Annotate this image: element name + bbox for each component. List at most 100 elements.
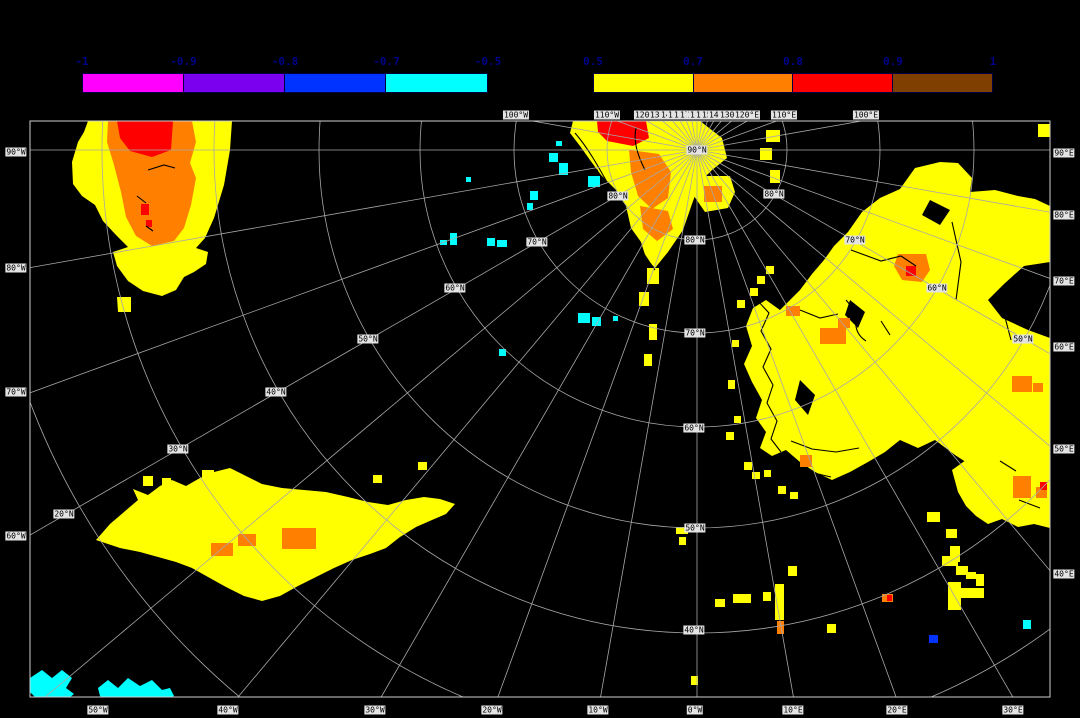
region-greenland-orange-2 <box>640 206 673 241</box>
orange-speck <box>1013 476 1031 498</box>
region-corner-cyan-1 <box>30 670 74 697</box>
meridian-line <box>696 149 1014 697</box>
graticule-label-top: 100°W <box>502 110 530 120</box>
region-canada-orange <box>107 121 196 246</box>
region-atlantic-yellow <box>96 468 455 601</box>
colorbar-tick-label: -0.5 <box>474 55 502 68</box>
graticule-label-interior: 80°N <box>607 191 629 201</box>
yellow-speck <box>734 416 741 423</box>
colorbar-segment <box>594 74 694 92</box>
graticule-label-interior: 70°N <box>684 328 706 338</box>
orange-speck <box>211 543 233 556</box>
yellow-speck <box>639 292 649 306</box>
meridian-line <box>696 149 794 697</box>
yellow-speck <box>750 288 758 296</box>
red-speck <box>887 595 892 601</box>
meridian-line <box>600 149 698 697</box>
yellow-speck <box>715 599 725 607</box>
yellow-speck <box>744 462 752 470</box>
orange-speck <box>820 328 846 344</box>
colorbar-segment <box>793 74 893 92</box>
graticule-label-bottom: 10°W <box>587 705 609 715</box>
graticule-label-top: 110°W <box>593 110 621 120</box>
yellow-speck <box>960 588 984 598</box>
colorbar-segment <box>892 74 992 92</box>
graticule-label-bottom: 20°W <box>481 705 503 715</box>
cyan-speck <box>497 240 507 247</box>
yellow-speck <box>418 462 427 470</box>
yellow-speck <box>728 380 735 389</box>
colorbar-tick-label: 0.8 <box>783 55 803 68</box>
colorbar-segment <box>386 74 487 92</box>
yellow-speck <box>976 574 984 586</box>
meridian-line <box>696 149 1050 279</box>
coastline <box>951 221 1012 341</box>
graticule-label-right: 90°E <box>1053 148 1075 158</box>
yellow-speck <box>679 537 686 545</box>
cyan-speck <box>559 163 568 175</box>
yellow-speck <box>950 546 960 562</box>
region-eurasia-yellow <box>744 162 1050 480</box>
colorbar-segment <box>184 74 285 92</box>
yellow-speck <box>1038 124 1050 137</box>
orange-speck <box>1036 487 1047 498</box>
cyan-speck <box>466 177 471 182</box>
graticule-label-left: 70°W <box>5 387 27 397</box>
cyan-speck <box>556 141 562 146</box>
colorbar-tick-label: -0.7 <box>373 55 400 68</box>
colorbar-negative-scale <box>82 73 488 93</box>
yellow-speck <box>649 324 657 340</box>
graticule-label-left: 60°W <box>5 531 27 541</box>
coastline <box>136 164 176 232</box>
meridian-line <box>237 149 698 697</box>
orange-speck <box>777 621 784 634</box>
region-greenland-orange-1 <box>629 150 671 209</box>
graticule-label-bottom: 10°E <box>782 705 804 715</box>
colorbar-tick-label: 1 <box>989 55 997 68</box>
colorbar-segment <box>285 74 386 92</box>
region-canada-yellow-speck <box>117 297 131 312</box>
graticule-label-top: 100°E <box>852 110 880 120</box>
graticule-label-left: 80°W <box>5 263 27 273</box>
meridian-line <box>696 149 1050 213</box>
colorbar-tick-label: 0.5 <box>583 55 603 68</box>
graticule-label-interior: 90°N <box>686 145 708 155</box>
coastline <box>799 309 839 319</box>
graticule-label-interior: 40°N <box>683 625 705 635</box>
region-black-sea-cluster-yellow <box>952 452 1050 528</box>
yellow-speck <box>143 476 153 486</box>
yellow-speck <box>956 566 968 575</box>
graticule-label-bottom: 0°W <box>686 705 704 715</box>
yellow-speck <box>766 266 774 274</box>
yellow-speck <box>946 529 957 538</box>
yellow-speck <box>778 486 786 494</box>
meridian-line <box>380 149 698 697</box>
graticule-label-top: 120°W <box>633 110 661 120</box>
cyan-speck <box>588 176 600 187</box>
meridian-line <box>696 149 897 697</box>
graticule-label-interior: 30°N <box>167 444 189 454</box>
yellow-speck <box>202 470 214 484</box>
cyan-speck <box>527 203 533 210</box>
graticule-label-right: 60°E <box>1053 342 1075 352</box>
coastline <box>850 249 917 267</box>
graticule-label-interior: 50°N <box>684 523 706 533</box>
region-canada-red-speck <box>141 204 149 215</box>
coastline <box>845 299 891 342</box>
graticule-label-left: 90°W <box>5 147 27 157</box>
graticule-label-right: 40°E <box>1053 569 1075 579</box>
colorbar-tick-label: 0.9 <box>883 55 903 68</box>
colorbar-tick-label: -1 <box>75 55 89 68</box>
colorbar-positive-scale <box>593 73 993 93</box>
graticule-label-interior: 60°N <box>683 423 705 433</box>
yellow-speck <box>775 584 784 620</box>
cyan-speck <box>578 313 590 323</box>
graticule-label-interior: 60°N <box>444 283 466 293</box>
graticule-label-right: 50°E <box>1053 444 1075 454</box>
graticule-label-top: 130°E <box>718 110 746 120</box>
graticule-label-interior: 70°N <box>526 237 548 247</box>
coastline <box>756 299 782 453</box>
yellow-speck <box>760 148 772 160</box>
